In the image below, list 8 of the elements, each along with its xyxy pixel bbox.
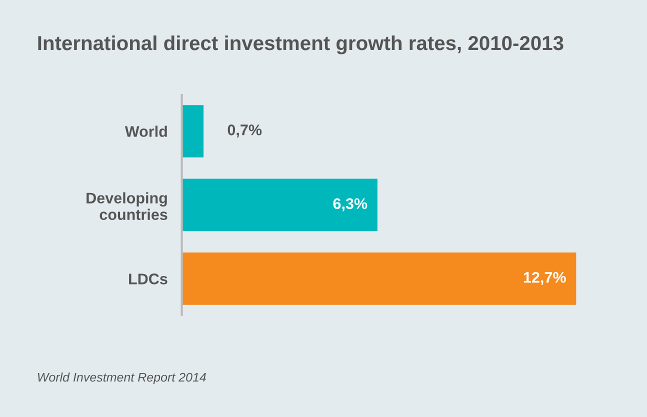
y-tick-label: World <box>124 126 167 137</box>
text: World Investment Report 2014 <box>38 372 206 384</box>
data-label: 6,3% <box>333 198 368 212</box>
data-label: 12,7% <box>524 272 566 285</box>
y-tick-label: Developing countries <box>86 192 168 220</box>
data-label: 0,7% <box>228 124 262 138</box>
chart-title: International direct investment growth rates, 2010-2013 <box>38 35 564 54</box>
y-tick-label: LDCs <box>129 274 168 284</box>
